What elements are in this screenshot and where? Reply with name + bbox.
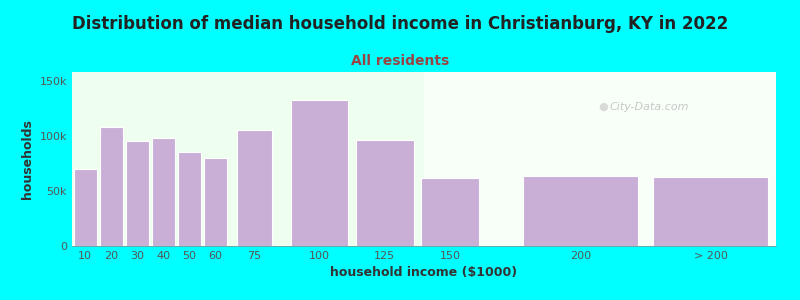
Bar: [523, 176, 638, 246]
Bar: [204, 158, 227, 246]
Bar: [74, 169, 97, 246]
Y-axis label: households: households: [21, 119, 34, 199]
Text: Distribution of median household income in Christianburg, KY in 2022: Distribution of median household income …: [72, 15, 728, 33]
Text: All residents: All residents: [351, 54, 449, 68]
Bar: [291, 100, 348, 246]
Bar: [238, 130, 272, 246]
Bar: [424, 72, 776, 246]
X-axis label: household income ($1000): household income ($1000): [330, 266, 518, 279]
Bar: [72, 72, 424, 246]
Bar: [422, 178, 478, 246]
Bar: [100, 127, 122, 246]
Bar: [178, 152, 201, 246]
Bar: [126, 141, 149, 246]
Bar: [152, 138, 174, 246]
Bar: [654, 177, 768, 246]
Bar: [356, 140, 414, 246]
Text: ●: ●: [598, 102, 608, 112]
Text: City-Data.com: City-Data.com: [610, 102, 689, 112]
